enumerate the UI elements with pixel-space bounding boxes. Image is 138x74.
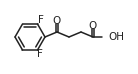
Text: OH: OH — [108, 32, 124, 42]
Text: O: O — [53, 16, 61, 26]
Text: O: O — [89, 21, 97, 31]
Text: F: F — [37, 49, 43, 59]
Text: F: F — [38, 15, 43, 25]
